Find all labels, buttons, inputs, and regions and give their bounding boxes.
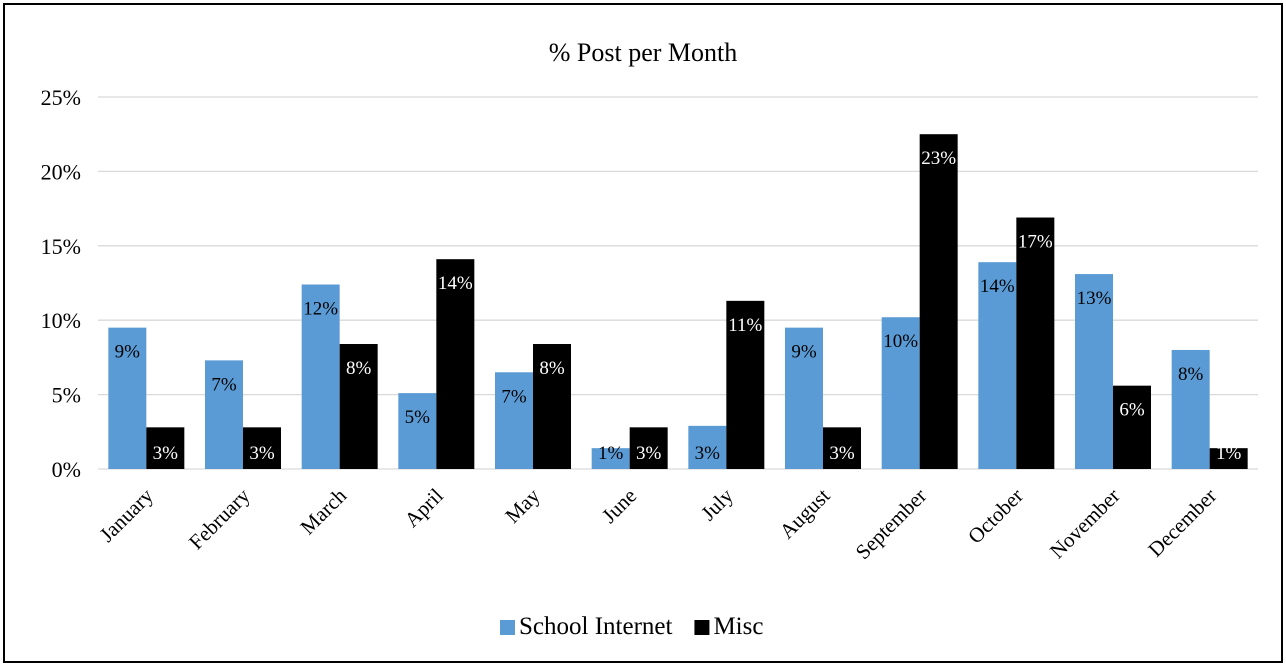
legend-label: Misc <box>713 613 763 640</box>
bar-school-internet <box>785 327 823 469</box>
data-label: 23% <box>921 148 956 169</box>
bar-school-internet <box>495 372 533 469</box>
bar-misc <box>436 259 475 469</box>
y-tick-label: 25% <box>41 85 81 110</box>
x-tick-label: July <box>696 483 738 525</box>
data-label: 3% <box>636 443 662 464</box>
data-label: 11% <box>728 315 762 336</box>
data-label: 14% <box>980 276 1015 297</box>
x-tick-label: November <box>1045 484 1125 564</box>
data-label: 8% <box>1178 364 1204 385</box>
data-label: 13% <box>1077 288 1112 309</box>
y-tick-label: 0% <box>52 457 81 482</box>
bar-school-internet <box>108 327 147 469</box>
bar-school-internet <box>978 262 1017 469</box>
bars <box>108 134 1248 469</box>
x-tick-label: April <box>400 483 448 531</box>
data-label: 8% <box>346 358 372 379</box>
data-label: 12% <box>303 298 338 319</box>
data-label: 3% <box>695 443 721 464</box>
data-label: 3% <box>153 443 179 464</box>
x-axis-ticks: January February March April May June July Augu… <box>95 483 1221 564</box>
bar-misc <box>533 344 571 469</box>
data-label: 10% <box>883 331 918 352</box>
x-tick-label: March <box>295 483 351 539</box>
x-tick-label: August <box>775 483 835 543</box>
x-tick-label: September <box>851 484 931 564</box>
gridlines <box>98 96 1258 470</box>
bar-school-internet <box>205 360 243 469</box>
data-label: 3% <box>829 443 855 464</box>
y-tick-label: 15% <box>41 234 81 259</box>
bar-school-internet <box>1075 274 1113 469</box>
data-label: 1% <box>598 443 624 464</box>
bar-school-internet <box>591 448 630 469</box>
legend-swatch <box>694 620 710 635</box>
bar-misc <box>629 427 668 469</box>
bar-chart: % Post per Month 0% 5% 10% 15% 20% 25% 9% 3% 7%… <box>41 38 1258 640</box>
data-label: 17% <box>1018 232 1053 253</box>
x-tick-label: May <box>500 483 545 528</box>
bar-school-internet <box>881 317 920 469</box>
bar-school-internet <box>1171 349 1210 469</box>
x-tick-label: June <box>597 484 641 528</box>
bar-misc <box>1113 385 1151 469</box>
y-tick-label: 5% <box>52 383 81 408</box>
legend: School Internet Misc <box>500 613 763 640</box>
chart-frame: % Post per Month 0% 5% 10% 15% 20% 25% 9% 3% 7%… <box>3 3 1283 663</box>
y-tick-label: 10% <box>41 308 81 333</box>
data-label: 5% <box>405 407 431 428</box>
data-label: 1% <box>1216 443 1242 464</box>
bar-school-internet <box>688 425 727 469</box>
data-label: 7% <box>211 374 237 395</box>
data-label: 6% <box>1119 400 1145 421</box>
data-label: 3% <box>249 443 275 464</box>
data-labels: 9% 3% 7% 3% 12% 8% 5% 14% 7% 8% 1% 3% 3% 11% 9% 3% 10% 23… <box>115 148 1242 464</box>
x-tick-label: January <box>95 483 159 547</box>
legend-label: School Internet <box>519 613 672 640</box>
x-tick-label: February <box>184 483 255 554</box>
bar-misc <box>919 134 958 469</box>
bar-misc <box>1209 448 1248 469</box>
data-label: 9% <box>791 342 817 363</box>
y-tick-label: 20% <box>41 159 81 184</box>
data-label: 8% <box>539 358 565 379</box>
bar-misc <box>1016 217 1055 469</box>
bar-school-internet <box>301 284 340 469</box>
legend-swatch <box>500 620 515 635</box>
data-label: 7% <box>501 386 527 407</box>
bar-school-internet <box>398 393 437 469</box>
data-label: 14% <box>438 273 473 294</box>
x-tick-label: October <box>963 484 1028 549</box>
bar-misc <box>243 427 281 469</box>
bar-misc <box>823 427 861 469</box>
bar-misc <box>339 344 378 469</box>
data-label: 9% <box>115 342 141 363</box>
bar-misc <box>726 300 765 469</box>
chart-title: % Post per Month <box>549 38 738 67</box>
bar-misc <box>146 427 185 469</box>
x-tick-label: December <box>1143 484 1221 562</box>
y-axis-ticks: 0% 5% 10% 15% 20% 25% <box>41 85 81 482</box>
